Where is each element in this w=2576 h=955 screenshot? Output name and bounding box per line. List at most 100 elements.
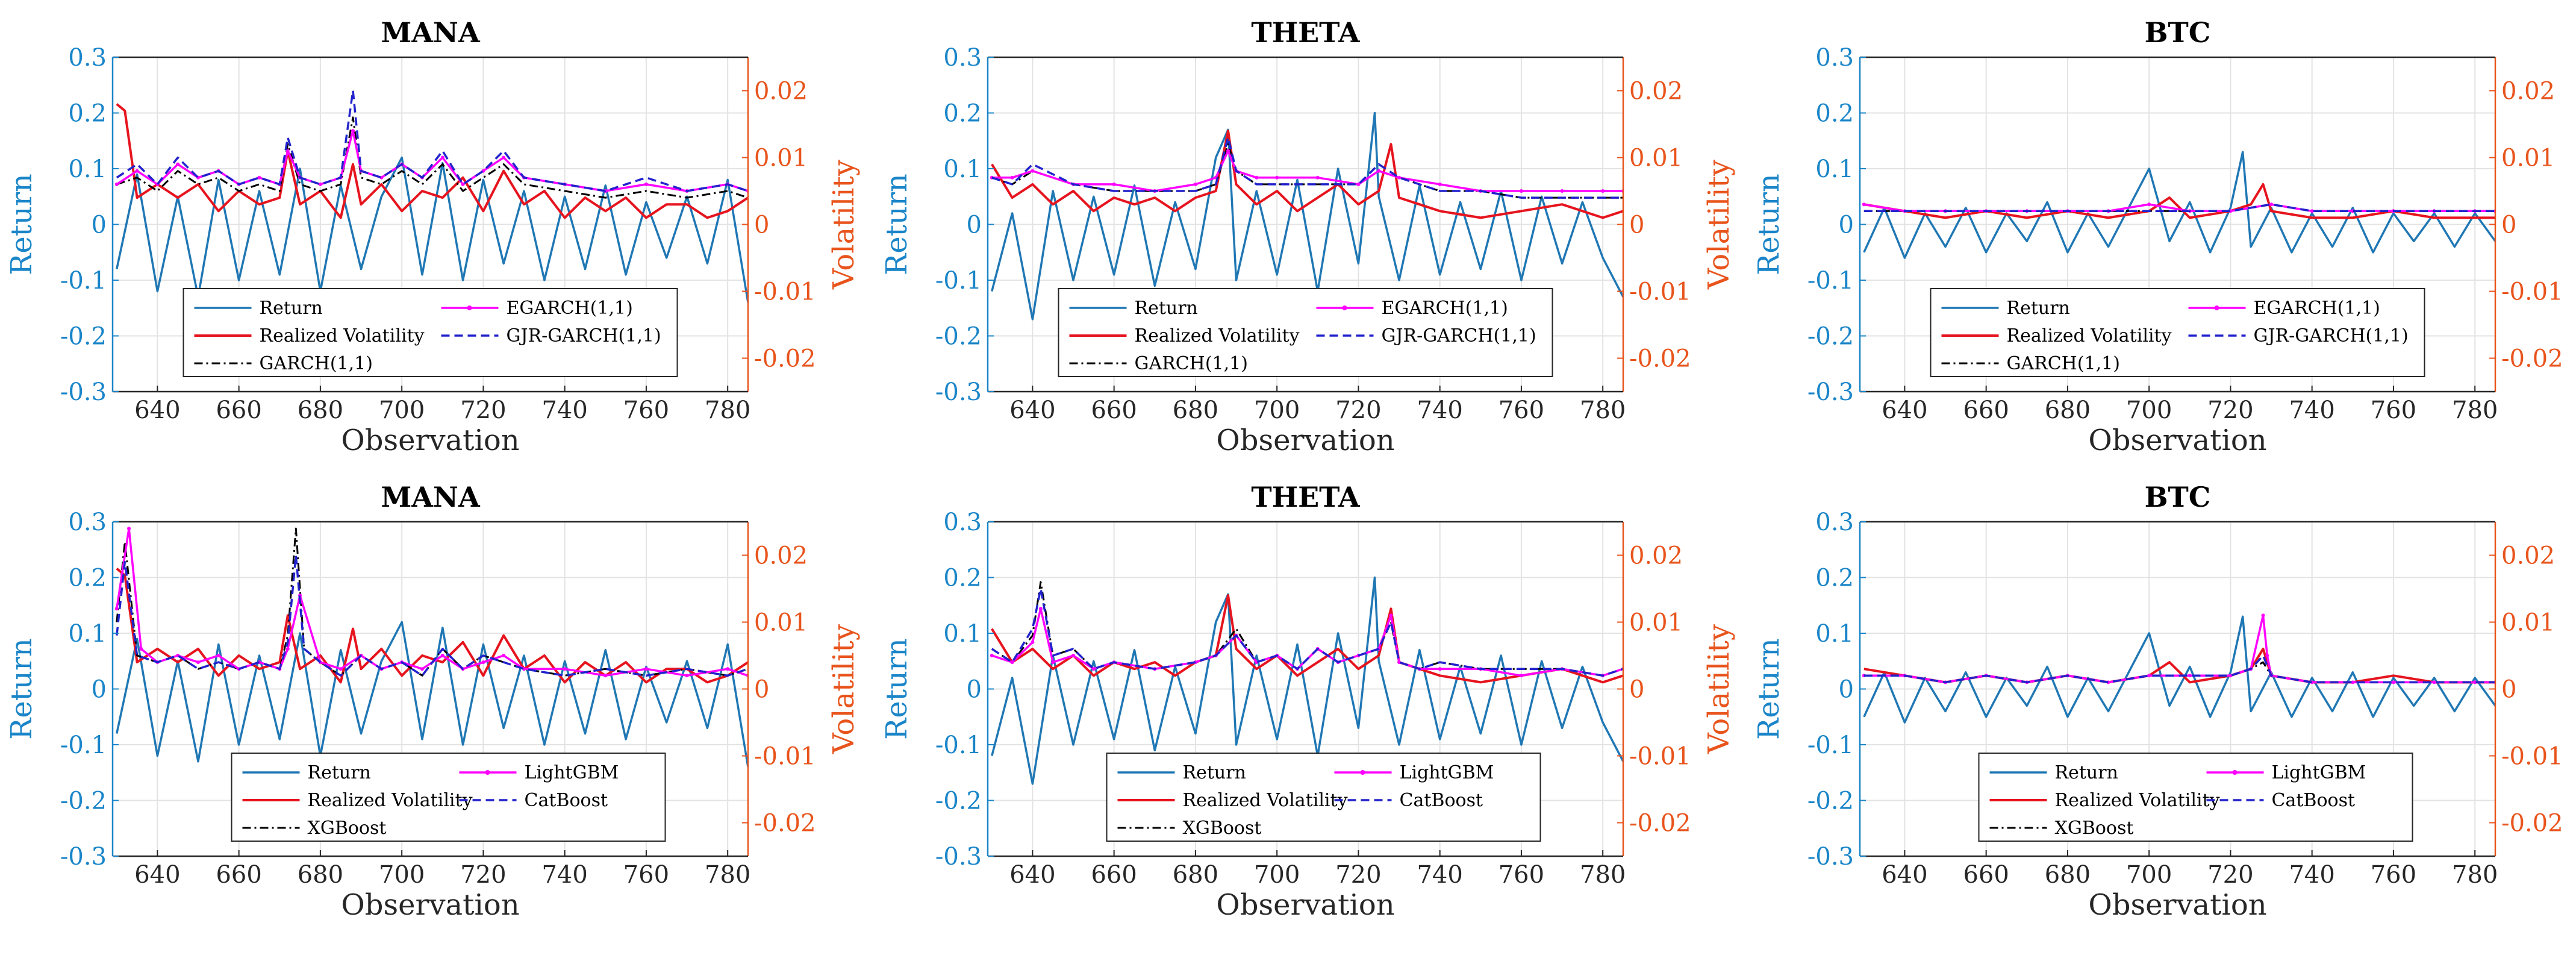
legend-marker-lightgbm [2233,770,2238,775]
y2-tick-label: -0.02 [754,810,816,838]
legend-label-return: Return [308,762,371,783]
y-tick-label: 0.3 [68,509,107,536]
x-tick-label: 780 [2452,861,2498,889]
x-tick-label: 760 [623,861,669,889]
y-tick-label: 0.1 [1815,620,1854,648]
series-marker-egarch-1-1 [176,163,179,166]
series-marker-lightgbm [2392,680,2395,684]
series-marker-lightgbm [196,660,200,664]
series-marker-lightgbm [115,607,119,610]
legend-label-lightgbm: LightGBM [525,762,619,783]
series-marker-egarch-1-1 [1601,189,1605,193]
series-marker-egarch-1-1 [2147,202,2151,206]
x-tick-label: 740 [541,396,587,424]
y-axis-label: Return [880,174,914,275]
x-tick-label: 780 [1580,861,1626,889]
y-tick-label: -0.1 [1807,731,1854,759]
y-axis-label: Return [1752,174,1786,275]
y-tick-label: -0.1 [60,267,107,295]
legend-label-garch-1-1: GARCH(1,1) [260,353,373,374]
x-tick-label: 660 [216,861,261,889]
chart-title: MANA [381,481,481,513]
y-tick-label: 0.2 [1815,100,1854,128]
y2-tick-label: -0.01 [1629,278,1691,306]
x-tick-label: 640 [134,861,180,889]
legend-label-lightgbm: LightGBM [2272,762,2366,783]
legend-label-egarch-1-1: EGARCH(1,1) [507,298,633,319]
series-marker-lightgbm [685,674,689,677]
legend-label-realized-volatility: Realized Volatility [308,790,473,811]
chart-panel-mana-top: 640 660 680 700 720 740 760 7800.30.20.10-0.1-0… [5,16,861,457]
y-tick-label: 0.1 [1815,155,1854,183]
y-tick-label: 0 [1839,676,1854,704]
series-marker-egarch-1-1 [502,156,505,160]
series-marker-egarch-1-1 [1561,189,1564,193]
x-tick-label: 680 [298,396,343,424]
x-axis-label: Observation [1216,888,1394,922]
legend-label-lightgbm: LightGBM [1400,762,1494,783]
legend-label-realized-volatility: Realized Volatility [2007,325,2172,346]
y2-tick-label: 0.02 [2501,542,2555,570]
y-tick-label: 0 [1839,211,1854,239]
legend-marker-egarch-1-1 [1343,305,1347,310]
y-tick-label: -0.2 [1807,787,1854,815]
y-tick-label: 0.2 [1815,565,1854,592]
series-marker-egarch-1-1 [644,183,648,186]
y-axis-label: Return [880,638,914,740]
series-marker-egarch-1-1 [2269,202,2273,206]
legend-marker-lightgbm [1361,770,1365,775]
y2-axis-label: Volatility [827,624,861,754]
y2-tick-label: -0.02 [1629,345,1691,373]
y2-tick-label: -0.02 [754,345,816,373]
legend-label-return: Return [1135,298,1198,319]
series-marker-egarch-1-1 [1226,149,1230,152]
y2-tick-label: 0 [754,676,769,704]
series-marker-lightgbm [1039,607,1043,610]
chart-panel-theta-top: 640 660 680 700 720 740 760 7800.30.20.10-0.1-0… [880,16,1736,457]
x-tick-label: 640 [1882,861,1927,889]
x-tick-label: 780 [705,396,750,424]
y2-tick-label: 0 [2501,211,2516,239]
x-tick-label: 720 [1335,396,1381,424]
x-tick-label: 740 [1417,396,1462,424]
series-marker-lightgbm [2262,613,2265,617]
series-marker-egarch-1-1 [136,169,139,173]
legend-label-return: Return [2055,762,2118,783]
y-tick-label: -0.2 [1807,323,1854,351]
y-tick-label: -0.2 [60,787,107,815]
y-tick-label: -0.1 [935,267,982,295]
legend: ReturnRealized VolatilityXGBoostLightGBM… [1979,753,2413,841]
chart-title: MANA [381,16,481,49]
series-marker-egarch-1-1 [2310,209,2314,213]
legend-label-xgboost: XGBoost [2055,818,2134,839]
series-marker-egarch-1-1 [461,183,465,186]
series-marker-lightgbm [603,674,607,677]
y-tick-label: 0.2 [943,565,982,592]
y2-tick-label: -0.01 [2501,743,2563,771]
legend-label-return: Return [1183,762,1246,783]
x-tick-label: 780 [1580,396,1626,424]
y-tick-label: -0.2 [935,787,982,815]
legend-label-garch-1-1: GARCH(1,1) [1135,353,1248,374]
series-marker-lightgbm [563,667,567,671]
series-marker-egarch-1-1 [1377,169,1380,173]
series-marker-egarch-1-1 [1438,183,1442,186]
x-tick-label: 720 [2207,861,2253,889]
series-marker-lightgbm [286,647,290,651]
x-tick-label: 700 [2126,861,2172,889]
x-tick-label: 640 [1882,396,1927,424]
y-tick-label: -0.1 [60,731,107,759]
x-tick-label: 660 [1963,396,2009,424]
x-tick-label: 660 [1091,396,1137,424]
x-tick-label: 760 [623,396,669,424]
x-tick-label: 760 [2371,396,2416,424]
chart-panel-btc-top: 640 660 680 700 720 740 760 780 0.3 0.2 0.1 0 -0.1 -0… [1752,16,2576,457]
series-marker-lightgbm [481,660,485,664]
x-tick-label: 740 [1417,861,1462,889]
x-tick-label: 680 [1173,861,1218,889]
x-tick-label: 720 [2207,396,2253,424]
x-tick-label: 680 [2045,861,2091,889]
series-marker-lightgbm [339,667,343,671]
figure: 640 660 680 700 720 740 760 780 0.3 0.2 0.1 0 -0.1 -0… [0,0,2576,955]
series-marker-lightgbm [2147,674,2151,677]
